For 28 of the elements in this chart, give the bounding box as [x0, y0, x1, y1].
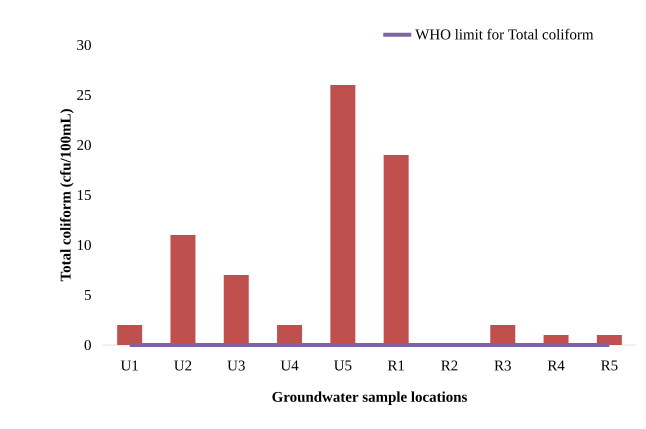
y-tick-label: 10	[78, 240, 91, 250]
y-tick-label: 30	[77, 40, 91, 50]
y-tick-label: 25	[77, 90, 91, 100]
x-tick-label: U1	[120, 360, 138, 371]
legend-label: WHO limit for Total coliform	[415, 28, 594, 40]
bar	[384, 155, 409, 345]
bar	[277, 325, 302, 345]
x-tick-label: R3	[494, 360, 511, 371]
x-tick-label: U2	[174, 360, 192, 371]
y-tick-label: 20	[77, 140, 91, 150]
bar	[117, 325, 142, 345]
bar	[596, 335, 622, 345]
bar	[170, 235, 196, 345]
y-tick-label: 5	[84, 290, 91, 300]
x-tick-label: U4	[280, 360, 298, 370]
y-axis-title: Total coliform (cfu/100mL)	[60, 109, 74, 282]
bar	[224, 275, 249, 345]
bar	[490, 325, 516, 345]
bar	[330, 85, 356, 345]
x-axis-title: Groundwater sample locations	[272, 391, 467, 405]
x-tick-label: R1	[388, 360, 404, 370]
x-tick-label: U3	[227, 360, 245, 371]
x-tick-label: U5	[334, 360, 352, 370]
x-tick-label: R4	[548, 360, 565, 370]
y-tick-label: 0	[84, 340, 91, 350]
x-tick-label: R2	[441, 360, 458, 370]
x-tick-label: R5	[601, 360, 618, 370]
y-tick-label: 15	[78, 190, 91, 200]
